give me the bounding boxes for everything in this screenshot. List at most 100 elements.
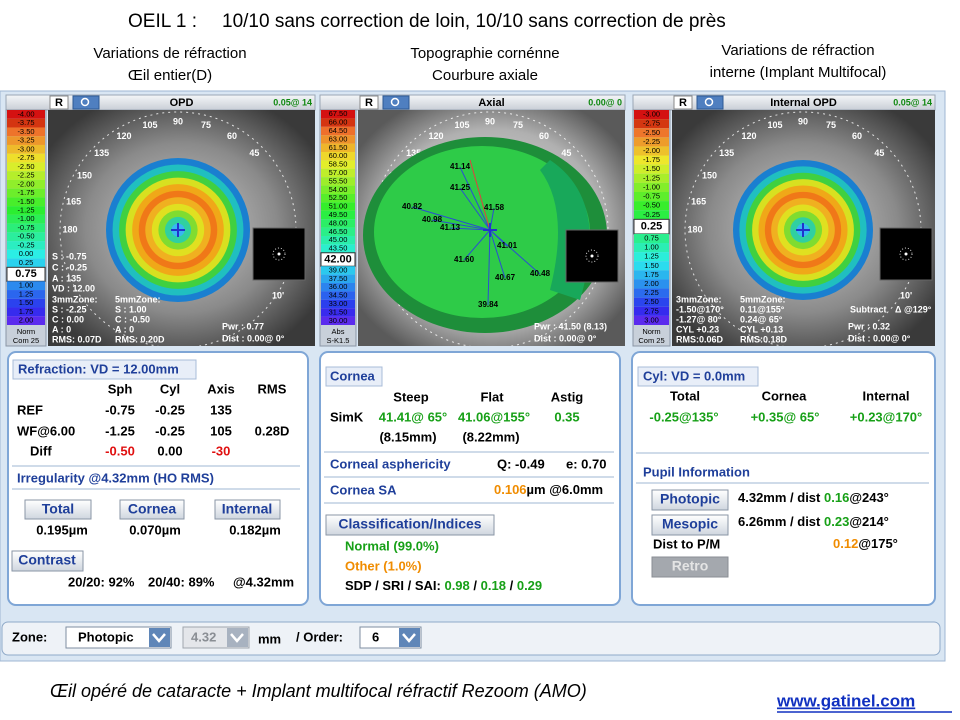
scale-label: 0.00 xyxy=(19,249,34,258)
scale-label: 52.50 xyxy=(329,193,348,202)
toolbar-label: Zone: xyxy=(12,629,47,644)
scale-label: -2.00 xyxy=(643,146,660,155)
button-label[interactable]: Retro xyxy=(672,558,709,574)
scale-cell xyxy=(7,307,45,317)
scale-footer: Com 25 xyxy=(638,336,664,345)
section-title: Corneal asphericity xyxy=(330,456,451,471)
button-label[interactable]: Contrast xyxy=(18,552,76,568)
scale-footer: Norm xyxy=(17,327,35,336)
map-annotation: Dist : 0.00@ 0° xyxy=(848,333,911,343)
button[interactable] xyxy=(651,489,729,511)
scale-cell xyxy=(634,288,669,298)
column-header: Cyl xyxy=(160,381,180,396)
scale-label: -2.75 xyxy=(643,119,660,128)
scale-cell xyxy=(321,126,355,136)
angle-label: 150 xyxy=(702,170,717,180)
button-label[interactable]: Internal xyxy=(222,501,273,517)
value: 0.070µm xyxy=(129,522,181,537)
scale-label: -0.75 xyxy=(643,192,660,201)
scale-cell xyxy=(634,119,669,129)
scale-label: 1.75 xyxy=(644,270,659,279)
column-header: Internal xyxy=(863,388,910,403)
map-annotation: S : 1.00 xyxy=(115,304,147,314)
cell: (8.15mm) xyxy=(379,429,436,444)
caption: Courbure axiale xyxy=(432,67,538,84)
map-annotation: 41.01 xyxy=(497,241,518,250)
map-annotation: C : 0.00 xyxy=(52,314,84,324)
eye: R xyxy=(365,97,373,109)
button[interactable] xyxy=(651,514,729,536)
dropdown-arrow[interactable] xyxy=(149,628,170,647)
map-annotation: A : 0 xyxy=(52,324,71,334)
column-header: RMS xyxy=(258,381,287,396)
scale-selected-label: 42.00 xyxy=(324,253,352,265)
eye-box xyxy=(359,95,379,110)
cell: -0.75 xyxy=(105,402,135,417)
map-annotation: 3mmZone: xyxy=(52,294,98,304)
caption: Topographie cornénne xyxy=(410,45,559,62)
scale-label: 63.00 xyxy=(329,134,348,143)
scale-cell xyxy=(7,118,45,128)
scale-cell xyxy=(321,160,355,169)
scale-cell xyxy=(321,266,355,275)
dropdown[interactable] xyxy=(65,626,172,649)
value: 4.32mm / dist 0.16@243° xyxy=(738,490,889,505)
scale-cell xyxy=(321,118,355,127)
scale-label: -0.50 xyxy=(17,232,34,241)
scale-cell xyxy=(7,110,45,119)
scale-label: 57.00 xyxy=(329,168,348,177)
section-title: Cyl: VD = 0.0mm xyxy=(643,368,745,383)
value: 0.23 xyxy=(824,514,849,529)
map-annotation: S : -0.75 xyxy=(52,251,87,261)
scale-label: 66.00 xyxy=(329,118,348,127)
map-annotation: 5mmZone: xyxy=(740,294,786,304)
scale-label: -1.50 xyxy=(17,197,34,206)
angle-label: 135 xyxy=(94,148,109,158)
section-title: Cornea xyxy=(330,368,376,383)
caption: Œil entier(D) xyxy=(128,67,212,84)
button-label[interactable]: Total xyxy=(42,501,74,517)
button-label[interactable]: Photopic xyxy=(660,491,720,507)
map-annotation: Pwr : 0.77 xyxy=(222,321,264,331)
angle-label: 180 xyxy=(62,224,77,234)
angle-label: 120 xyxy=(428,131,443,141)
dropdown-value[interactable]: 6 xyxy=(372,629,379,644)
map-annotation: VD : 12.00 xyxy=(52,283,95,293)
zoom-button xyxy=(72,95,100,110)
button[interactable] xyxy=(214,499,281,520)
meridian xyxy=(431,219,491,231)
center-cross xyxy=(796,223,810,237)
scale-label: 0.25 xyxy=(19,258,34,267)
scale-cell xyxy=(7,127,45,137)
scale-footer: S-K1.5 xyxy=(327,336,350,345)
scale-cell xyxy=(7,290,45,299)
button[interactable] xyxy=(325,514,495,536)
map-annotation: Subtract xyxy=(850,304,887,314)
scale-cell xyxy=(7,281,45,291)
button-label[interactable]: Mesopic xyxy=(662,516,718,532)
scale-cell xyxy=(634,306,669,316)
button-label[interactable]: Cornea xyxy=(128,501,176,517)
button[interactable] xyxy=(24,499,92,520)
section-title: Pupil Information xyxy=(643,464,750,479)
link[interactable]: www.gatinel.com xyxy=(776,691,915,710)
zoom-icon xyxy=(704,97,714,107)
button[interactable] xyxy=(651,556,729,578)
scale-label: 1.75 xyxy=(19,307,34,316)
maps: R OPD 0.05@ 14-4.00-3.75-3.50-3.25-3.00-2.… xyxy=(5,94,936,347)
button[interactable] xyxy=(119,499,185,520)
cell: -1.25 xyxy=(105,423,135,438)
dropdown-value[interactable]: Photopic xyxy=(78,629,134,644)
value: 0.18 xyxy=(481,578,506,593)
button-label[interactable]: Classification/Indices xyxy=(338,516,481,532)
row-label: SimK xyxy=(330,409,364,424)
map-annotation: -1.50@170° xyxy=(676,304,724,314)
button[interactable] xyxy=(11,550,84,572)
scale-cell xyxy=(321,219,355,228)
map-panel: R Axial 0.00@ 067.5066.0064.5063.0061.5060… xyxy=(319,94,626,347)
separator: / xyxy=(510,578,514,593)
map-image: 90 75 60 45 105 120 135 150 165 180 3mmZone:-1.50@… xyxy=(672,110,935,346)
section-header xyxy=(637,366,759,387)
classification: Other (1.0%) xyxy=(345,558,422,573)
dropdown-arrow[interactable] xyxy=(399,628,420,647)
